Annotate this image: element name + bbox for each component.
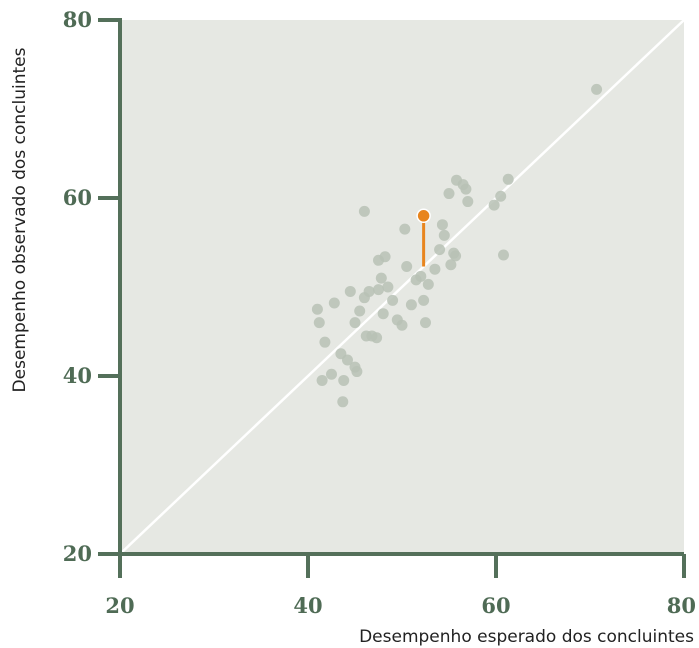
data-point [354, 305, 366, 317]
data-point [443, 188, 455, 200]
data-point [498, 249, 510, 261]
data-point [328, 297, 340, 309]
highlight-point [416, 208, 431, 224]
y-tick-label: 80 [63, 7, 92, 32]
data-point [420, 317, 431, 329]
y-tick-label: 60 [63, 185, 92, 210]
data-point [436, 219, 448, 231]
y-tick-label: 20 [63, 541, 92, 566]
data-point [401, 261, 413, 273]
data-point [445, 259, 457, 271]
data-point [382, 281, 394, 293]
x-tick-label: 20 [105, 593, 134, 618]
y-tick-label: 40 [63, 363, 92, 388]
ticks-layer: 20 40 60 80 20 40 60 80 [63, 7, 696, 618]
data-point [502, 173, 514, 185]
data-point [341, 354, 353, 366]
x-tick-label: 60 [481, 593, 510, 618]
x-tick-label: 40 [293, 593, 322, 618]
data-point [591, 83, 603, 95]
data-point [495, 190, 507, 202]
reference-line [119, 19, 685, 555]
data-point [448, 247, 460, 259]
data-point [396, 319, 408, 331]
data-point [363, 285, 375, 297]
data-point [377, 308, 389, 320]
data-point [358, 205, 370, 217]
data-point [387, 294, 399, 306]
data-point [375, 272, 387, 284]
x-tick-label: 80 [667, 593, 696, 618]
data-point [438, 229, 450, 241]
data-point [418, 294, 430, 306]
data-point [351, 366, 363, 378]
data-point [379, 251, 391, 263]
data-point [371, 332, 383, 344]
data-point [316, 374, 328, 386]
data-point [488, 199, 500, 211]
data-point [338, 374, 350, 386]
data-point [434, 244, 446, 256]
data-point [326, 368, 337, 380]
data-point [399, 223, 411, 235]
data-point [405, 299, 417, 311]
points-layer [311, 83, 603, 408]
data-point [373, 284, 384, 296]
data-point [344, 285, 356, 297]
data-point [429, 263, 441, 275]
data-point [319, 336, 331, 348]
data-point [311, 303, 323, 315]
y-axis-title: Desempenho observado dos concluintes [10, 47, 30, 392]
data-point [313, 317, 325, 329]
x-axis-title: Desempenho esperado dos concluintes [359, 627, 694, 647]
data-point [422, 278, 434, 290]
data-point [460, 183, 472, 195]
data-point [415, 270, 427, 282]
data-point [337, 396, 349, 408]
data-point [462, 196, 474, 208]
data-point [349, 317, 361, 329]
